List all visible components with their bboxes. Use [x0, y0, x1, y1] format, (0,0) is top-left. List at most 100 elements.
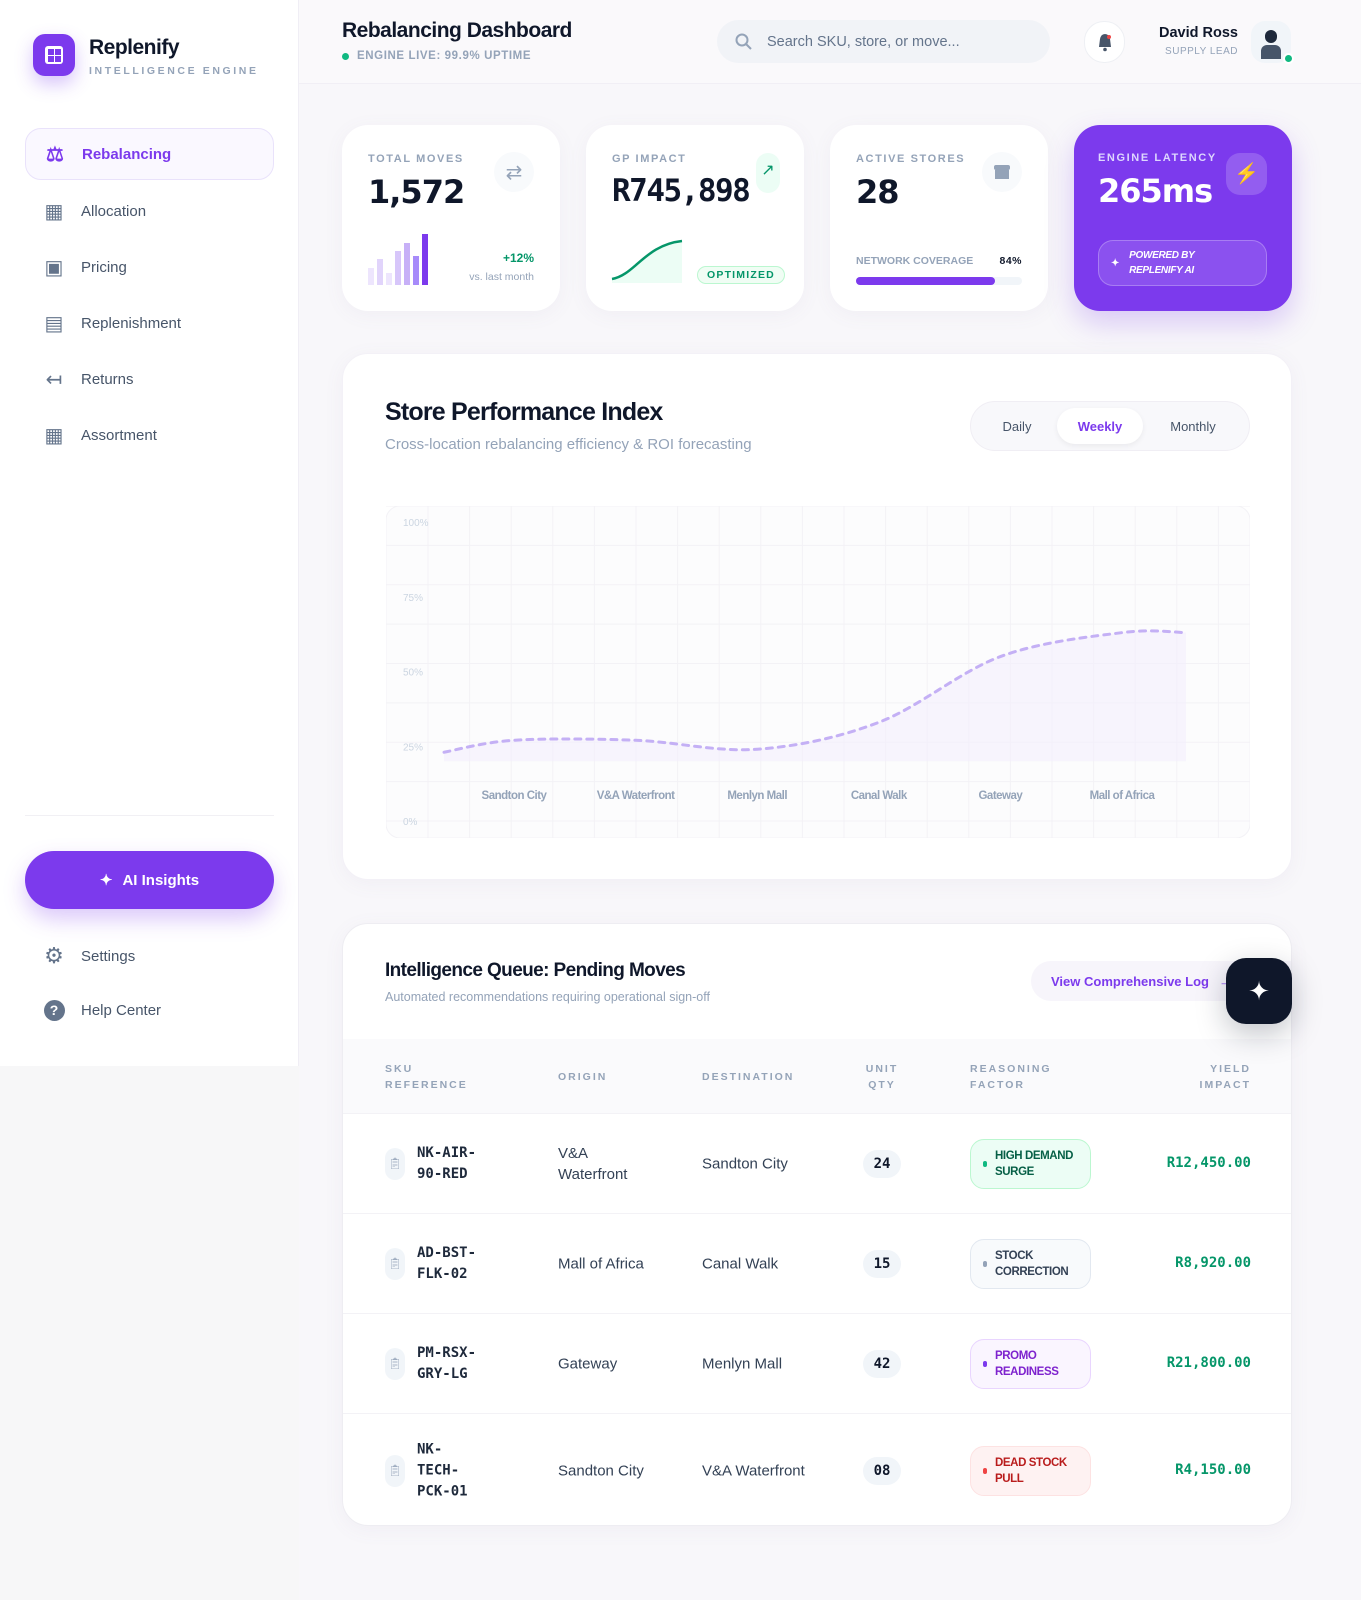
- ai-insights-button[interactable]: ✦ AI Insights: [25, 851, 274, 909]
- mini-bar: [377, 259, 383, 285]
- yield-impact: R8,920.00: [1175, 1254, 1251, 1271]
- chart-title: Store Performance Index: [385, 398, 663, 426]
- sidebar-item-label: Allocation: [81, 202, 147, 220]
- kpi-value: R745,898: [612, 173, 751, 209]
- series-area: [444, 630, 1186, 762]
- table-row[interactable]: 📋︎ PM-RSX-GRY-LG Gateway Menlyn Mall 42 …: [343, 1313, 1291, 1413]
- tab-weekly[interactable]: Weekly: [1057, 408, 1143, 444]
- kpi-value: 28: [856, 173, 900, 211]
- sparkle-icon: ✦: [1111, 257, 1120, 269]
- reason-text: DEAD STOCK PULL: [995, 1456, 1067, 1485]
- reason-text: STOCK CORRECTION: [995, 1249, 1069, 1278]
- help-center-label: Help Center: [81, 1001, 162, 1019]
- user-name: David Ross: [1159, 25, 1238, 41]
- mini-bar: [422, 234, 428, 285]
- search-placeholder: Search SKU, store, or move...: [767, 33, 960, 50]
- unit-qty: 08: [863, 1456, 901, 1485]
- status-text: ENGINE LIVE: 99.9% UPTIME: [357, 50, 532, 62]
- brand-subtitle: INTELLIGENCE ENGINE: [89, 65, 259, 77]
- powered-line-1: POWERED BY: [1129, 250, 1195, 261]
- sidebar-item-pricing[interactable]: ▣ Pricing: [25, 241, 274, 293]
- queue-title: Intelligence Queue: Pending Moves: [385, 960, 686, 981]
- column-header: SKU REFERENCE: [385, 1061, 468, 1093]
- grid-plus-icon: ▦: [44, 425, 64, 448]
- reason-text: PROMO READINESS: [995, 1349, 1059, 1378]
- kpi-delta-note: vs. last month: [469, 271, 534, 283]
- tab-daily[interactable]: Daily: [1002, 418, 1032, 434]
- column-header: ORIGIN: [558, 1069, 607, 1085]
- kpi-label: TOTAL MOVES: [368, 153, 464, 165]
- performance-card: Store Performance Index Cross-location r…: [342, 353, 1292, 880]
- y-tick-label: 100%: [403, 518, 429, 529]
- sku-reference: NK-TECH-PCK-01: [417, 1441, 468, 1499]
- ai-assistant-fab[interactable]: ✦: [1226, 958, 1292, 1024]
- sidebar-item-help-center[interactable]: ? Help Center: [25, 984, 274, 1036]
- destination: Menlyn Mall: [702, 1355, 783, 1372]
- notifications-button[interactable]: [1084, 21, 1125, 63]
- sidebar: Replenify INTELLIGENCE ENGINE ⚖ Rebalanci…: [0, 0, 299, 1066]
- origin: Mall of Africa: [558, 1255, 644, 1272]
- kpi-active-stores: ACTIVE STORES 28 NETWORK COVERAGE 84%: [830, 125, 1048, 311]
- tab-monthly[interactable]: Monthly: [1170, 418, 1216, 434]
- brand-name: Replenify: [89, 36, 180, 59]
- origin: Gateway: [558, 1355, 618, 1372]
- money-icon: ▣: [44, 256, 64, 279]
- series-line: [442, 629, 1188, 754]
- status-dot-icon: [983, 1360, 987, 1367]
- search-input[interactable]: Search SKU, store, or move...: [717, 20, 1050, 63]
- sku-reference: NK-AIR-90-RED: [417, 1144, 477, 1182]
- column-header-line: DESTINATION: [702, 1071, 795, 1083]
- column-header: DESTINATION: [702, 1069, 794, 1085]
- reason-badge: STOCK CORRECTION: [970, 1238, 1091, 1289]
- settings-label: Settings: [81, 947, 136, 965]
- sparkles-icon: ✦: [1248, 975, 1270, 1006]
- sidebar-item-assortment[interactable]: ▦ Assortment: [25, 410, 274, 462]
- status-dot-icon: [342, 52, 349, 60]
- engine-status: ENGINE LIVE: 99.9% UPTIME: [342, 50, 531, 62]
- column-header-line: YIELD: [1210, 1063, 1251, 1075]
- x-tick-label: Canal Walk: [851, 790, 908, 802]
- y-tick-label: 0%: [403, 817, 418, 828]
- column-header-line: IMPACT: [1199, 1079, 1251, 1091]
- table-row[interactable]: 📋︎ NK-AIR-90-RED V&A Waterfront Sandton …: [343, 1113, 1291, 1213]
- mini-bar: [395, 251, 401, 285]
- bell-icon: [1098, 34, 1111, 52]
- kpi-label: ACTIVE STORES: [856, 153, 966, 165]
- coverage-progress-fill: [856, 277, 996, 285]
- trending-up-icon: ↗: [756, 153, 780, 193]
- powered-by-badge: ✦ POWERED BY REPLENIFY AI: [1098, 240, 1267, 286]
- clipboard-check-icon: 📋︎: [385, 1147, 405, 1180]
- table-row[interactable]: 📋︎ AD-BST-FLK-02 Mall of Africa Canal Wa…: [343, 1213, 1291, 1313]
- column-header: YIELD IMPACT: [1200, 1061, 1251, 1093]
- sparkle-icon: ✦: [99, 872, 113, 889]
- sidebar-item-settings[interactable]: ⚙ Settings: [25, 930, 274, 982]
- gp-sparkline: [611, 239, 683, 283]
- kpi-label: GP IMPACT: [612, 153, 687, 165]
- column-header-line: QTY: [868, 1079, 896, 1091]
- origin: Sandton City: [558, 1462, 644, 1479]
- x-tick-label: V&A Waterfront: [597, 790, 675, 802]
- sidebar-item-label: Pricing: [81, 258, 127, 276]
- yield-impact: R4,150.00: [1175, 1461, 1251, 1478]
- sidebar-item-rebalancing[interactable]: ⚖ Rebalancing: [25, 128, 274, 180]
- kpi-total-moves: TOTAL MOVES 1,572 ⇄ +12% vs. last month: [342, 125, 560, 311]
- sidebar-item-label: Assortment: [81, 427, 157, 445]
- table-row[interactable]: 📋︎ NK-TECH-PCK-01 Sandton City V&A Water…: [343, 1413, 1291, 1525]
- reason-badge: HIGH DEMAND SURGE: [970, 1138, 1091, 1189]
- store-icon: [982, 152, 1022, 192]
- yield-impact: R12,450.00: [1166, 1154, 1251, 1171]
- sidebar-item-returns[interactable]: ↤ Returns: [25, 354, 274, 406]
- column-header: UNIT QTY: [843, 1061, 921, 1093]
- kpi-engine-latency: ENGINE LATENCY 265ms ⚡ ✦ POWERED BY REPLEN…: [1074, 125, 1292, 311]
- sku-reference: AD-BST-FLK-02: [417, 1244, 477, 1282]
- view-log-label: View Comprehensive Log: [1051, 973, 1209, 989]
- column-header-line: UNIT: [865, 1063, 899, 1075]
- mini-bar: [404, 243, 410, 285]
- reason-badge: DEAD STOCK PULL: [970, 1445, 1091, 1496]
- sidebar-item-replenishment[interactable]: ▤ Replenishment: [25, 297, 274, 349]
- clipboard-check-icon: 📋︎: [385, 1454, 405, 1487]
- coverage-progress: [856, 277, 1022, 285]
- sidebar-item-allocation[interactable]: ▦ Allocation: [25, 185, 274, 237]
- avatar[interactable]: [1251, 21, 1291, 63]
- origin: V&A Waterfront: [558, 1144, 628, 1183]
